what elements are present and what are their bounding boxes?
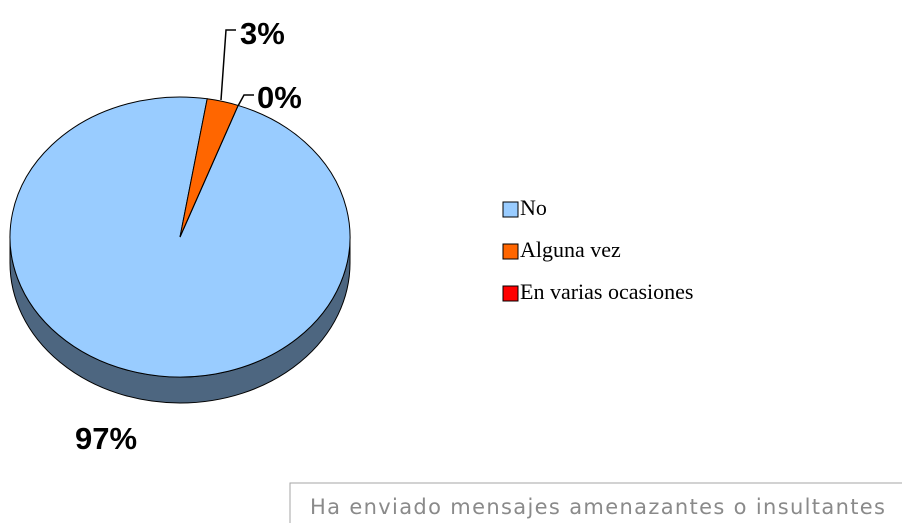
pie-slice	[179, 105, 239, 238]
legend-swatch	[502, 285, 519, 302]
legend-swatch	[502, 201, 519, 218]
legend-swatch	[502, 243, 519, 260]
data-label: 0%	[257, 80, 302, 115]
leader-line	[220, 29, 236, 101]
leader-line	[237, 94, 254, 107]
legend-label: En varias ocasiones	[520, 279, 694, 304]
caption-box	[289, 482, 902, 523]
data-label: 3%	[240, 16, 285, 51]
legend-label: No	[520, 195, 547, 220]
caption: Ha enviado mensajes amenazantes o insult…	[310, 495, 885, 519]
legend-label: Alguna vez	[520, 237, 621, 262]
data-label: 97%	[75, 421, 137, 456]
